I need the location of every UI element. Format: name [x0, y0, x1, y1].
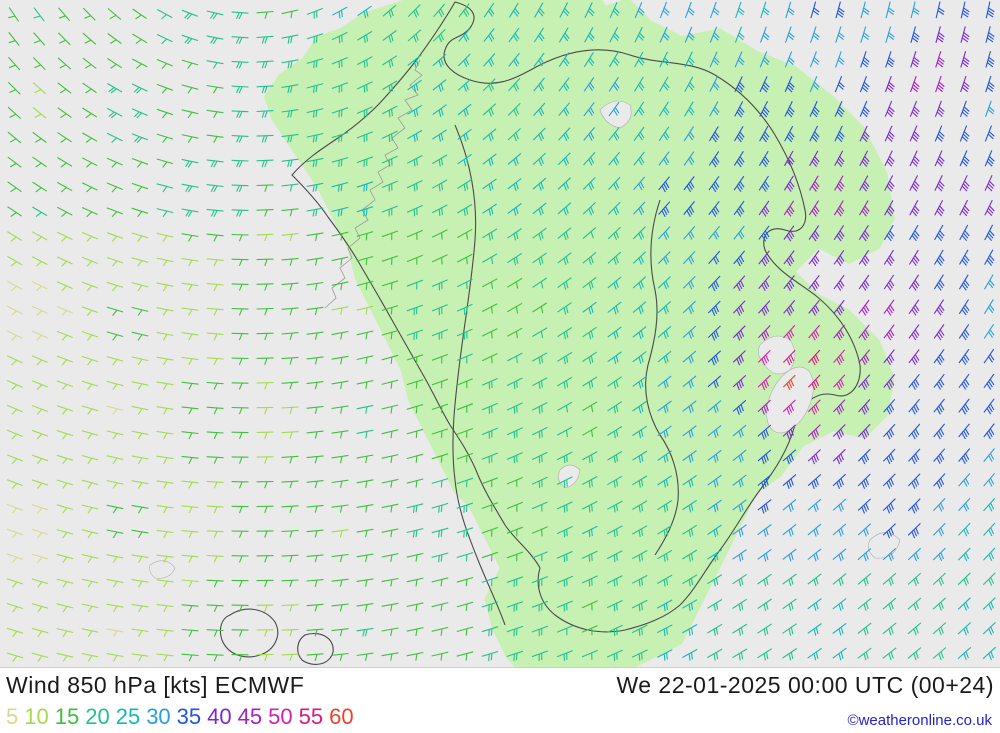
credit-label: ©weatheronline.co.uk [848, 712, 992, 729]
lake-vanern [558, 465, 580, 488]
map-footer: Wind 850 hPa [kts] ECMWF We 22-01-2025 0… [0, 667, 1000, 733]
weather-map-app: Wind 850 hPa [kts] ECMWF We 22-01-2025 0… [0, 0, 1000, 733]
lake-saimaa [757, 360, 823, 440]
lake-region-3 [150, 561, 175, 579]
legend-value-5: 5 [6, 704, 18, 730]
country-coastline [292, 2, 860, 632]
map-title: Wind 850 hPa [kts] ECMWF [6, 672, 304, 699]
legend-value-55: 55 [299, 704, 323, 730]
speed-legend: 5 10 15 20 25 30 35 40 45 50 55 60 [6, 704, 354, 730]
sweden-finland-gulf [646, 200, 679, 555]
legend-value-20: 20 [85, 704, 109, 730]
denmark-islands [298, 634, 333, 665]
lake-region-1 [758, 336, 795, 374]
lake-region-4 [868, 533, 900, 559]
norway-fjords [325, 60, 422, 308]
legend-value-50: 50 [268, 704, 292, 730]
legend-value-15: 15 [55, 704, 79, 730]
lake-region-2 [600, 101, 631, 128]
legend-value-45: 45 [238, 704, 262, 730]
map-canvas [0, 0, 1000, 667]
legend-value-10: 10 [24, 704, 48, 730]
norway-sweden-border [453, 125, 505, 625]
legend-value-60: 60 [329, 704, 353, 730]
borders-overlay [0, 0, 1000, 667]
legend-value-25: 25 [116, 704, 140, 730]
legend-value-35: 35 [177, 704, 201, 730]
map-date: We 22-01-2025 00:00 UTC (00+24) [616, 672, 994, 699]
legend-value-40: 40 [207, 704, 231, 730]
denmark-jutland [220, 609, 277, 657]
legend-value-30: 30 [146, 704, 170, 730]
